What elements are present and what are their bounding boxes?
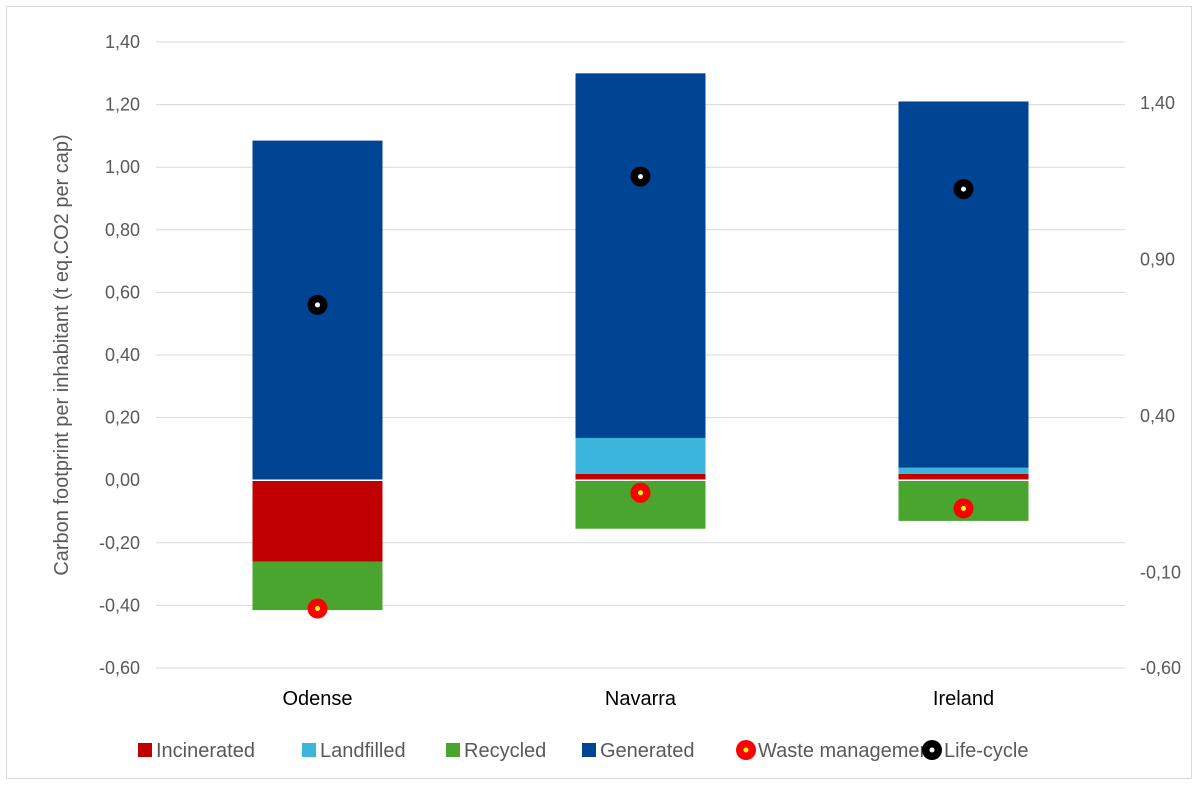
legend-label: Recycled xyxy=(464,740,546,762)
legend-label: Incinerated xyxy=(156,740,255,762)
marker-center xyxy=(315,606,320,612)
y2-tick-label: -0,60 xyxy=(1140,658,1181,678)
marker-center xyxy=(961,505,966,511)
x-tick-label: Odense xyxy=(282,688,352,710)
bar-landfilled-ireland xyxy=(898,467,1029,474)
x-tick-label: Navarra xyxy=(605,688,677,710)
y-tick-label: 0,20 xyxy=(105,408,140,428)
y-tick-label: 1,20 xyxy=(105,95,140,115)
y-tick-label: 0,40 xyxy=(105,345,140,365)
legend-marker-center xyxy=(929,747,935,753)
y-tick-label: -0,40 xyxy=(99,595,140,615)
y-tick-label: 1,40 xyxy=(105,32,140,52)
marker-center xyxy=(638,174,643,180)
bar-generated-navarra xyxy=(575,73,706,438)
legend-marker-center xyxy=(743,747,749,753)
legend-label: Life-cycle xyxy=(944,740,1028,762)
y-tick-label: 0,80 xyxy=(105,220,140,240)
y2-tick-label: -0,10 xyxy=(1140,563,1181,583)
legend-label: Generated xyxy=(600,740,695,762)
y-tick-label: -0,60 xyxy=(99,658,140,678)
marker-center xyxy=(961,186,966,192)
legend-swatch xyxy=(446,743,460,757)
y2-tick-label: 1,40 xyxy=(1140,93,1175,113)
legend-swatch xyxy=(582,743,596,757)
legend-swatch xyxy=(138,743,152,757)
marker-center xyxy=(315,302,320,308)
legend-swatch xyxy=(302,743,316,757)
x-tick-label: Ireland xyxy=(933,688,994,710)
y-tick-label: -0,20 xyxy=(99,533,140,553)
y-tick-label: 0,00 xyxy=(105,470,140,490)
bar-incinerated-odense xyxy=(252,480,383,562)
legend-label: Waste management xyxy=(758,740,937,762)
y-tick-label: 0,60 xyxy=(105,282,140,302)
legend-label: Landfilled xyxy=(320,740,406,762)
marker-overlay-center xyxy=(638,490,643,496)
y-tick-label: 1,00 xyxy=(105,157,140,177)
bar-landfilled-navarra xyxy=(575,437,706,474)
bar-generated-ireland xyxy=(898,101,1029,468)
y2-tick-label: 0,40 xyxy=(1140,406,1175,426)
y2-tick-label: 0,90 xyxy=(1140,250,1175,270)
bar-incinerated-navarra xyxy=(575,473,706,481)
bar-incinerated-ireland xyxy=(898,473,1029,481)
y-axis-title: Carbon footprint per inhabitant (t eq.CO… xyxy=(51,134,73,575)
